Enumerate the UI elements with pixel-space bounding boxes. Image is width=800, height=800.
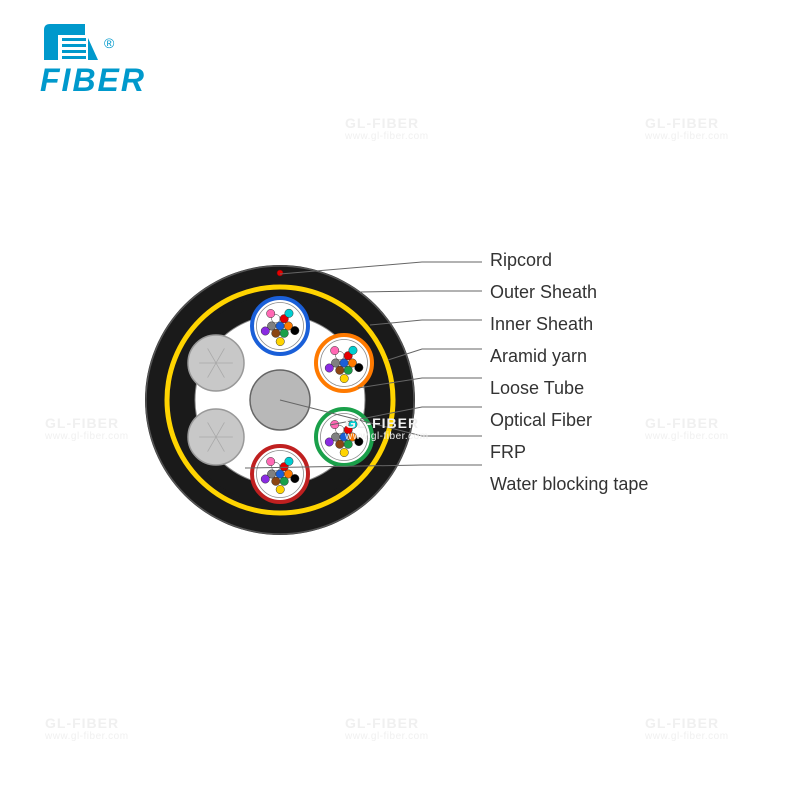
watermark: GL-FIBERwww.gl-fiber.com [645, 415, 729, 442]
watermark: GL-FIBERwww.gl-fiber.com [345, 115, 429, 142]
watermark: GL-FIBERwww.gl-fiber.com [45, 415, 129, 442]
watermark: GL-FIBERwww.gl-fiber.com [345, 715, 429, 742]
label-frp: FRP [490, 442, 648, 463]
label-water-blocking-tape: Water blocking tape [490, 474, 648, 495]
callout-labels: Ripcord Outer Sheath Inner Sheath Aramid ya… [490, 250, 648, 495]
logo-mark: ® [40, 20, 114, 66]
brand-text: FIBER [40, 62, 146, 99]
cable-cross-section-diagram [140, 260, 420, 540]
label-outer-sheath: Outer Sheath [490, 282, 648, 303]
label-ripcord: Ripcord [490, 250, 648, 271]
watermark: GL-FIBERwww.gl-fiber.com [645, 715, 729, 742]
logo-glyph [40, 20, 102, 66]
label-optical-fiber: Optical Fiber [490, 410, 648, 431]
label-loose-tube: Loose Tube [490, 378, 648, 399]
watermark: GL-FIBERwww.gl-fiber.com [645, 115, 729, 142]
label-inner-sheath: Inner Sheath [490, 314, 648, 335]
registered-icon: ® [104, 35, 114, 51]
brand-logo: ® FIBER [40, 20, 146, 99]
watermark: GL-FIBERwww.gl-fiber.com [45, 715, 129, 742]
label-aramid-yarn: Aramid yarn [490, 346, 648, 367]
